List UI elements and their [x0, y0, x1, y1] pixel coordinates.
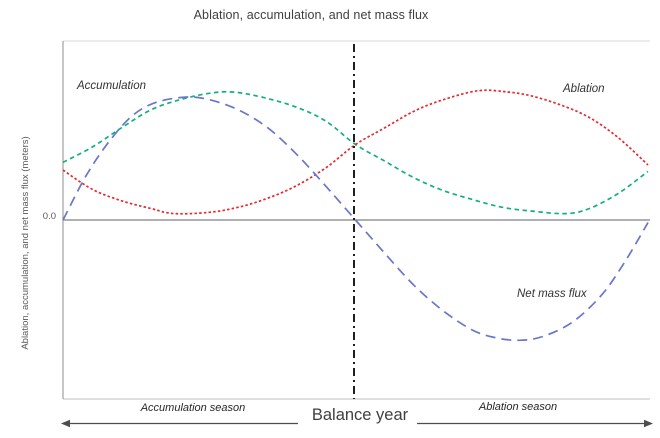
accumulation-series-label: Accumulation	[77, 80, 147, 92]
ablation-curve	[62, 89, 649, 215]
ablation-series-label: Ablation	[563, 83, 605, 95]
accumulation-season-label: Accumulation season	[140, 402, 246, 414]
y-axis-zero-tick: 0.0	[42, 211, 56, 222]
y-axis-title: Ablation, accumulation, and net mass flu…	[20, 136, 31, 350]
net-mass-flux-curve	[62, 96, 649, 342]
ablation-season-label: Ablation season	[478, 401, 558, 413]
chart-title: Ablation, accumulation, and net mass flu…	[193, 8, 429, 22]
arrow-left-head	[61, 419, 70, 428]
arrow-right-head	[644, 419, 653, 428]
balance-year-label: Balance year	[311, 406, 409, 424]
net-mass-flux-series-label: Net mass flux	[517, 288, 587, 300]
curves-group	[62, 89, 649, 342]
accumulation-curve	[62, 90, 649, 215]
